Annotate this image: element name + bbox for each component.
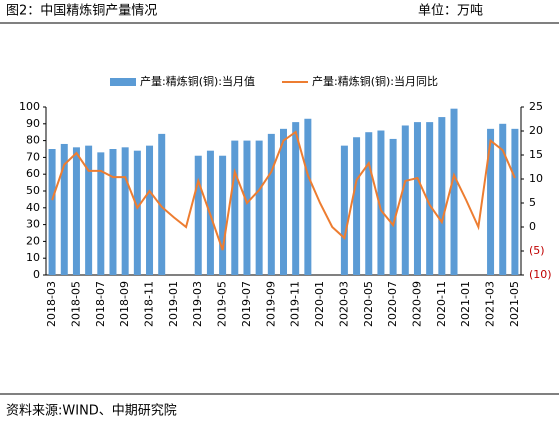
bar <box>389 138 397 275</box>
bar <box>499 123 507 275</box>
bar <box>267 133 275 275</box>
y-tick-label: 80 <box>26 134 40 147</box>
y-tick-label: 50 <box>26 184 40 197</box>
y2-tick-label: 0 <box>529 220 536 233</box>
y2-tick-label: 10 <box>529 172 543 185</box>
x-tick-label: 2018-05 <box>69 281 82 327</box>
x-tick-label: 2019-09 <box>264 281 277 327</box>
bar <box>353 137 361 275</box>
y2-tick-label: 20 <box>529 124 543 137</box>
bar <box>231 140 239 275</box>
y-tick-label: 10 <box>26 251 40 264</box>
bar <box>85 145 93 275</box>
bar <box>219 155 227 275</box>
x-tick-label: 2020-07 <box>386 281 399 327</box>
x-tick-label: 2018-03 <box>45 281 58 327</box>
bar <box>72 147 80 275</box>
y-tick-label: 20 <box>26 234 40 247</box>
y2-tick-label: 25 <box>529 100 543 113</box>
x-tick-label: 2020-03 <box>337 281 350 327</box>
bar <box>487 128 495 275</box>
y-tick-label: 90 <box>26 117 40 130</box>
x-tick-label: 2019-07 <box>240 281 253 327</box>
bar <box>426 122 434 276</box>
bar <box>401 125 409 275</box>
y2-tick-label: 15 <box>529 148 543 161</box>
bar <box>121 147 129 275</box>
line <box>51 130 516 251</box>
bar <box>450 108 458 276</box>
x-tick-label: 2020-09 <box>410 281 423 327</box>
bar <box>133 150 141 275</box>
bar <box>60 143 68 275</box>
bar <box>194 155 202 275</box>
bar <box>280 128 287 275</box>
bar <box>304 118 312 275</box>
bar <box>243 140 251 275</box>
bar <box>292 122 300 276</box>
y-tick-label: 60 <box>26 167 40 180</box>
x-tick-label: 2021-05 <box>508 281 521 327</box>
bar <box>255 140 263 275</box>
y-tick-label: 0 <box>33 268 40 281</box>
x-tick-label: 2020-11 <box>435 281 448 327</box>
legend-swatch <box>110 78 136 86</box>
bar <box>97 152 105 275</box>
bar <box>438 117 446 275</box>
x-tick-label: 2021-03 <box>484 281 497 327</box>
y2-tick-label: (5) <box>529 244 545 257</box>
unit-label: 单位：万吨 <box>418 4 483 19</box>
bar <box>377 130 385 275</box>
bar <box>511 128 519 275</box>
y-tick-label: 70 <box>26 150 40 163</box>
x-tick-label: 2019-03 <box>191 281 204 327</box>
y2-tick-label: 5 <box>529 196 536 209</box>
x-tick-label: 2018-11 <box>143 281 156 327</box>
x-tick-label: 2021-01 <box>459 281 472 327</box>
y-tick-label: 40 <box>26 201 40 214</box>
bar <box>365 132 373 275</box>
x-tick-label: 2019-01 <box>167 281 180 327</box>
legend-label: 产量:精炼铜(铜):当月同比 <box>312 74 438 88</box>
x-tick-label: 2019-11 <box>289 281 302 327</box>
y-tick-label: 100 <box>19 100 40 113</box>
bar <box>413 122 421 276</box>
y2-tick-label: (10) <box>529 268 552 281</box>
x-tick-label: 2020-01 <box>313 281 326 327</box>
x-tick-label: 2019-05 <box>216 281 229 327</box>
x-tick-label: 2020-05 <box>362 281 375 327</box>
bar <box>109 149 117 275</box>
bar <box>340 145 348 275</box>
legend-label: 产量:精炼铜(铜):当月值 <box>140 74 255 88</box>
chart-title: 图2：中国精炼铜产量情况 <box>6 4 157 19</box>
bar <box>158 133 166 275</box>
source: 资料来源:WIND、中期研究院 <box>6 404 177 419</box>
x-tick-label: 2018-09 <box>118 281 131 327</box>
x-tick-label: 2018-07 <box>94 281 107 327</box>
y-tick-label: 30 <box>26 218 40 231</box>
bar <box>48 149 56 275</box>
bar <box>146 145 154 275</box>
